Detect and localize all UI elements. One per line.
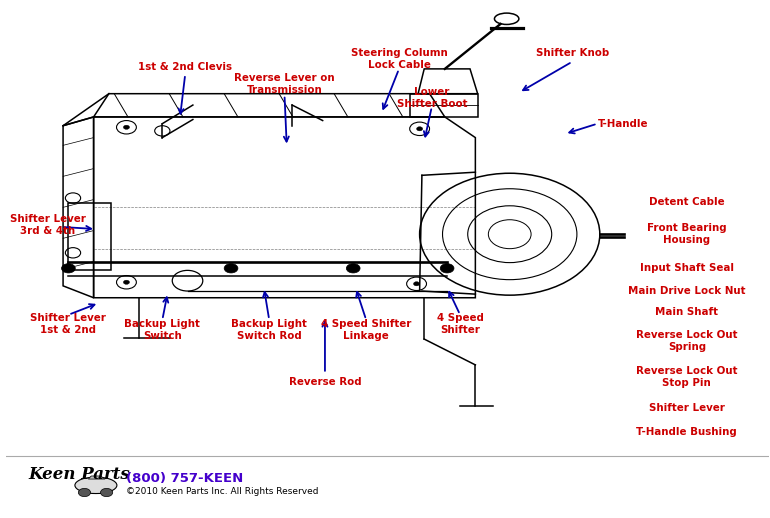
Text: Keen Parts: Keen Parts [28,466,130,483]
Ellipse shape [75,477,117,494]
Text: Reverse Rod: Reverse Rod [289,377,361,387]
Text: Shifter Knob: Shifter Knob [536,48,609,59]
Text: Main Shaft: Main Shaft [655,307,718,316]
Circle shape [123,125,129,130]
Text: 4 Speed
Shifter: 4 Speed Shifter [437,312,484,335]
Text: 4 Speed Shifter
Linkage: 4 Speed Shifter Linkage [321,319,411,341]
Circle shape [417,127,423,131]
Text: Steering Column
Lock Cable: Steering Column Lock Cable [350,48,447,69]
Ellipse shape [494,13,519,24]
Circle shape [123,280,129,284]
Text: Detent Cable: Detent Cable [649,197,725,207]
Circle shape [100,488,112,497]
Circle shape [413,282,420,286]
Text: Front Bearing
Housing: Front Bearing Housing [647,223,727,245]
Text: 1st & 2nd Clevis: 1st & 2nd Clevis [139,62,233,72]
Circle shape [62,264,75,273]
Circle shape [440,264,454,273]
Text: Shifter Lever: Shifter Lever [649,403,725,413]
Polygon shape [89,476,105,479]
Text: T-Handle: T-Handle [598,119,648,128]
Circle shape [79,488,91,497]
Text: Shifter Lever
1st & 2nd: Shifter Lever 1st & 2nd [31,312,106,335]
Text: (800) 757-KEEN: (800) 757-KEEN [126,471,243,484]
Circle shape [224,264,238,273]
Text: Reverse Lock Out
Stop Pin: Reverse Lock Out Stop Pin [636,366,738,388]
Text: Main Drive Lock Nut: Main Drive Lock Nut [628,286,745,296]
Text: Shifter Lever
3rd & 4th: Shifter Lever 3rd & 4th [10,214,85,236]
Text: T-Handle Bushing: T-Handle Bushing [637,427,737,437]
Text: Input Shaft Seal: Input Shaft Seal [640,263,734,274]
Text: Reverse Lock Out
Spring: Reverse Lock Out Spring [636,329,738,352]
Text: Backup Light
Switch Rod: Backup Light Switch Rod [231,319,307,341]
Text: Lower
Shifter Boot: Lower Shifter Boot [397,87,467,109]
Circle shape [346,264,360,273]
Text: Reverse Lever on
Transmission: Reverse Lever on Transmission [234,74,335,95]
Text: ©2010 Keen Parts Inc. All Rights Reserved: ©2010 Keen Parts Inc. All Rights Reserve… [126,487,319,496]
Text: Backup Light
Switch: Backup Light Switch [125,319,200,341]
